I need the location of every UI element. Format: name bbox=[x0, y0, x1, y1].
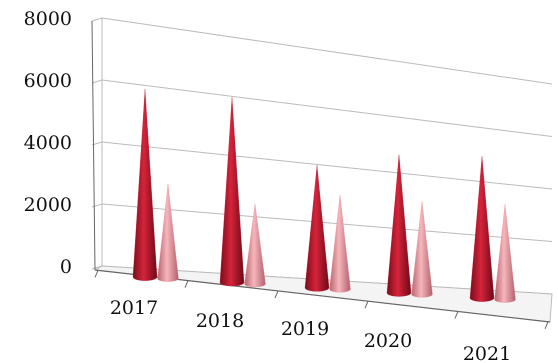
y-axis-line bbox=[91, 20, 96, 271]
x-tick-mark bbox=[454, 311, 459, 319]
cone-series-1 bbox=[386, 154, 412, 297]
x-category-label: 2021 bbox=[463, 343, 511, 363]
cone-body bbox=[494, 203, 516, 303]
y-tick-label: 6000 bbox=[24, 70, 72, 92]
cone-series-2 bbox=[157, 183, 179, 282]
cone-body bbox=[132, 89, 158, 281]
cone-series-1 bbox=[132, 89, 158, 281]
gridline-6000 bbox=[101, 79, 553, 137]
y-axis-ticks: 0 2000 4000 6000 8000 bbox=[24, 8, 72, 278]
cone-body bbox=[244, 203, 266, 288]
axes bbox=[91, 18, 553, 323]
cone-series-2 bbox=[329, 194, 351, 293]
y-tick-label: 0 bbox=[60, 256, 72, 278]
cone-body bbox=[386, 154, 412, 297]
cone-body bbox=[329, 194, 351, 293]
x-tick-mark bbox=[274, 290, 279, 299]
cone-series-1 bbox=[219, 97, 245, 287]
cone-series-2 bbox=[494, 203, 516, 303]
cone-body bbox=[469, 156, 495, 302]
x-tick-mark bbox=[364, 301, 369, 309]
cone-body bbox=[411, 201, 433, 298]
x-tick-mark bbox=[184, 280, 189, 288]
gridline-side-6000 bbox=[91, 79, 103, 84]
cone-body bbox=[157, 183, 179, 282]
y-tick-label: 8000 bbox=[24, 8, 72, 30]
x-category-label: 2020 bbox=[364, 330, 412, 352]
gridline-4000 bbox=[101, 141, 553, 190]
x-tick-mark bbox=[94, 270, 99, 278]
y-tick-label: 4000 bbox=[24, 132, 72, 154]
x-tick-mark bbox=[544, 321, 549, 329]
x-category-label: 2019 bbox=[281, 318, 329, 340]
gridline-side-2000 bbox=[91, 203, 103, 208]
cone-series-1 bbox=[304, 165, 330, 292]
cone-series-2 bbox=[244, 203, 266, 288]
cone-series-1 bbox=[469, 156, 495, 302]
x-axis-categories: 2017 2018 2019 2020 2021 bbox=[94, 270, 549, 363]
gridline-side-8000 bbox=[91, 17, 103, 22]
cones bbox=[132, 89, 516, 303]
x-category-label: 2017 bbox=[110, 297, 158, 319]
cone-body bbox=[219, 97, 245, 287]
gridline-8000 bbox=[101, 17, 553, 85]
x-category-label: 2018 bbox=[196, 310, 244, 332]
cone-series-2 bbox=[411, 201, 433, 298]
y-tick-label: 2000 bbox=[24, 194, 72, 216]
cone-body bbox=[304, 165, 330, 292]
